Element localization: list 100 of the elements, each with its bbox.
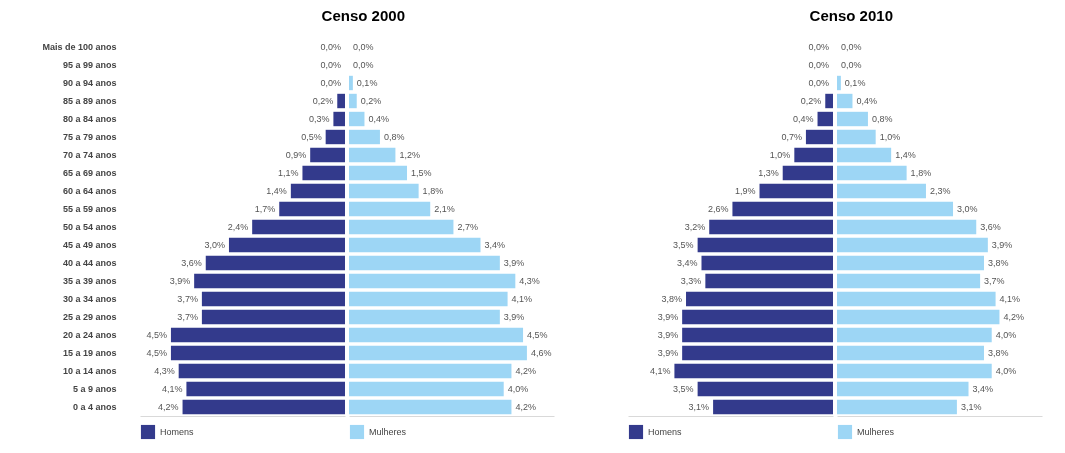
data-label: 0,7%: [781, 132, 802, 142]
bar: [805, 129, 833, 145]
data-label: 3,8%: [987, 348, 1009, 358]
bar: [701, 255, 833, 271]
bar: [325, 129, 345, 145]
bar: [837, 309, 1000, 325]
bar: [310, 147, 345, 163]
data-label: 0,2%: [800, 96, 822, 106]
bar: [170, 327, 345, 343]
data-label: 3,7%: [177, 312, 198, 322]
data-label: 1,3%: [758, 168, 779, 178]
bar: [349, 327, 524, 343]
bar: [349, 93, 357, 109]
bar: [349, 237, 481, 253]
data-label: 4,2%: [515, 366, 536, 376]
data-label: 0,0%: [808, 60, 829, 70]
data-label: 1,1%: [277, 168, 299, 178]
bar: [170, 345, 345, 361]
data-label: 4,3%: [154, 366, 175, 376]
data-label: 4,2%: [1003, 312, 1024, 322]
data-label: 0,4%: [856, 96, 877, 106]
bar: [205, 255, 345, 271]
data-label: 1,0%: [769, 150, 791, 160]
data-label: 3,0%: [204, 240, 225, 250]
data-label: 0,1%: [844, 78, 866, 88]
data-label: 0,0%: [320, 78, 341, 88]
bar: [279, 201, 345, 217]
bar: [674, 363, 833, 379]
data-label: 3,8%: [661, 294, 683, 304]
bar: [713, 399, 833, 415]
bar: [201, 309, 345, 325]
bar: [837, 291, 996, 307]
data-label: 3,5%: [673, 240, 694, 250]
bar: [349, 399, 512, 415]
data-label: 0,2%: [312, 96, 334, 106]
data-label: 1,8%: [422, 186, 444, 196]
y-tick-label: 10 a 14 anos: [62, 366, 117, 376]
data-label: 3,8%: [987, 258, 1009, 268]
y-tick-label: 50 a 54 anos: [62, 222, 117, 232]
data-label: 1,0%: [879, 132, 901, 142]
data-label: 3,4%: [972, 384, 994, 394]
bar: [837, 75, 841, 91]
data-label: 3,7%: [177, 294, 198, 304]
bar: [837, 273, 981, 289]
y-tick-label: 40 a 44 anos: [62, 258, 117, 268]
y-tick-label: 0 a 4 anos: [72, 402, 117, 412]
data-label: 0,0%: [353, 42, 374, 52]
bar: [837, 165, 907, 181]
data-label: 4,5%: [146, 330, 167, 340]
y-tick-label: 60 a 64 anos: [62, 186, 117, 196]
data-label: 2,4%: [227, 222, 249, 232]
data-label: 0,5%: [301, 132, 322, 142]
bar: [837, 183, 926, 199]
data-label: 1,4%: [895, 150, 916, 160]
data-label: 1,9%: [734, 186, 756, 196]
y-tick-label: 75 a 79 anos: [62, 132, 117, 142]
data-label: 4,0%: [507, 384, 529, 394]
bar: [682, 345, 833, 361]
chart-title: Censo 2010: [809, 7, 893, 24]
bar: [837, 237, 988, 253]
y-tick-label: 95 a 99 anos: [62, 60, 117, 70]
data-label: 3,2%: [684, 222, 706, 232]
bar: [349, 219, 454, 235]
bar: [182, 399, 345, 415]
data-label: 1,7%: [254, 204, 276, 214]
bar: [228, 237, 345, 253]
bar: [682, 309, 833, 325]
data-label: 4,0%: [995, 330, 1017, 340]
bar: [837, 147, 892, 163]
data-label: 3,5%: [673, 384, 694, 394]
data-label: 3,9%: [657, 348, 679, 358]
data-label: 0,8%: [871, 114, 893, 124]
data-label: 2,1%: [434, 204, 455, 214]
bar: [349, 255, 500, 271]
bar: [349, 291, 508, 307]
y-tick-label: 15 a 19 anos: [62, 348, 117, 358]
data-label: 3,9%: [657, 312, 679, 322]
y-tick-label: 65 a 69 anos: [62, 168, 117, 178]
bar: [349, 363, 512, 379]
data-label: 0,0%: [808, 42, 829, 52]
data-label: 4,0%: [995, 366, 1017, 376]
data-label: 4,5%: [146, 348, 167, 358]
y-tick-label: 25 a 29 anos: [62, 312, 117, 322]
data-label: 1,4%: [266, 186, 287, 196]
bar: [349, 273, 516, 289]
chart-title: Censo 2000: [321, 7, 405, 24]
legend-label: Mulheres: [369, 427, 407, 437]
y-tick-label: 70 a 74 anos: [62, 150, 117, 160]
data-label: 3,4%: [484, 240, 506, 250]
data-label: 3,0%: [957, 204, 978, 214]
data-label: 3,6%: [181, 258, 202, 268]
data-label: 3,1%: [688, 402, 710, 412]
data-label: 4,1%: [649, 366, 671, 376]
legend-label: Mulheres: [857, 427, 895, 437]
y-tick-label: 80 a 84 anos: [62, 114, 117, 124]
data-label: 3,9%: [991, 240, 1013, 250]
data-label: 2,6%: [707, 204, 729, 214]
bar: [705, 273, 833, 289]
data-label: 0,4%: [793, 114, 814, 124]
y-tick-label: 90 a 94 anos: [62, 78, 117, 88]
